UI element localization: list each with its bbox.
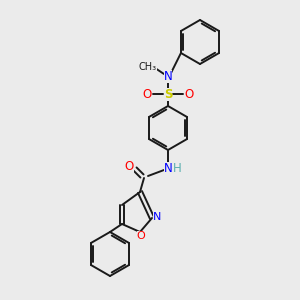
Text: O: O — [136, 231, 146, 241]
Text: O: O — [142, 88, 152, 100]
Text: N: N — [153, 212, 161, 222]
Text: O: O — [184, 88, 194, 100]
Text: S: S — [164, 88, 172, 100]
Text: N: N — [164, 161, 172, 175]
Text: N: N — [164, 70, 172, 83]
Text: O: O — [124, 160, 134, 173]
Text: CH₃: CH₃ — [139, 62, 157, 72]
Text: H: H — [172, 161, 182, 175]
